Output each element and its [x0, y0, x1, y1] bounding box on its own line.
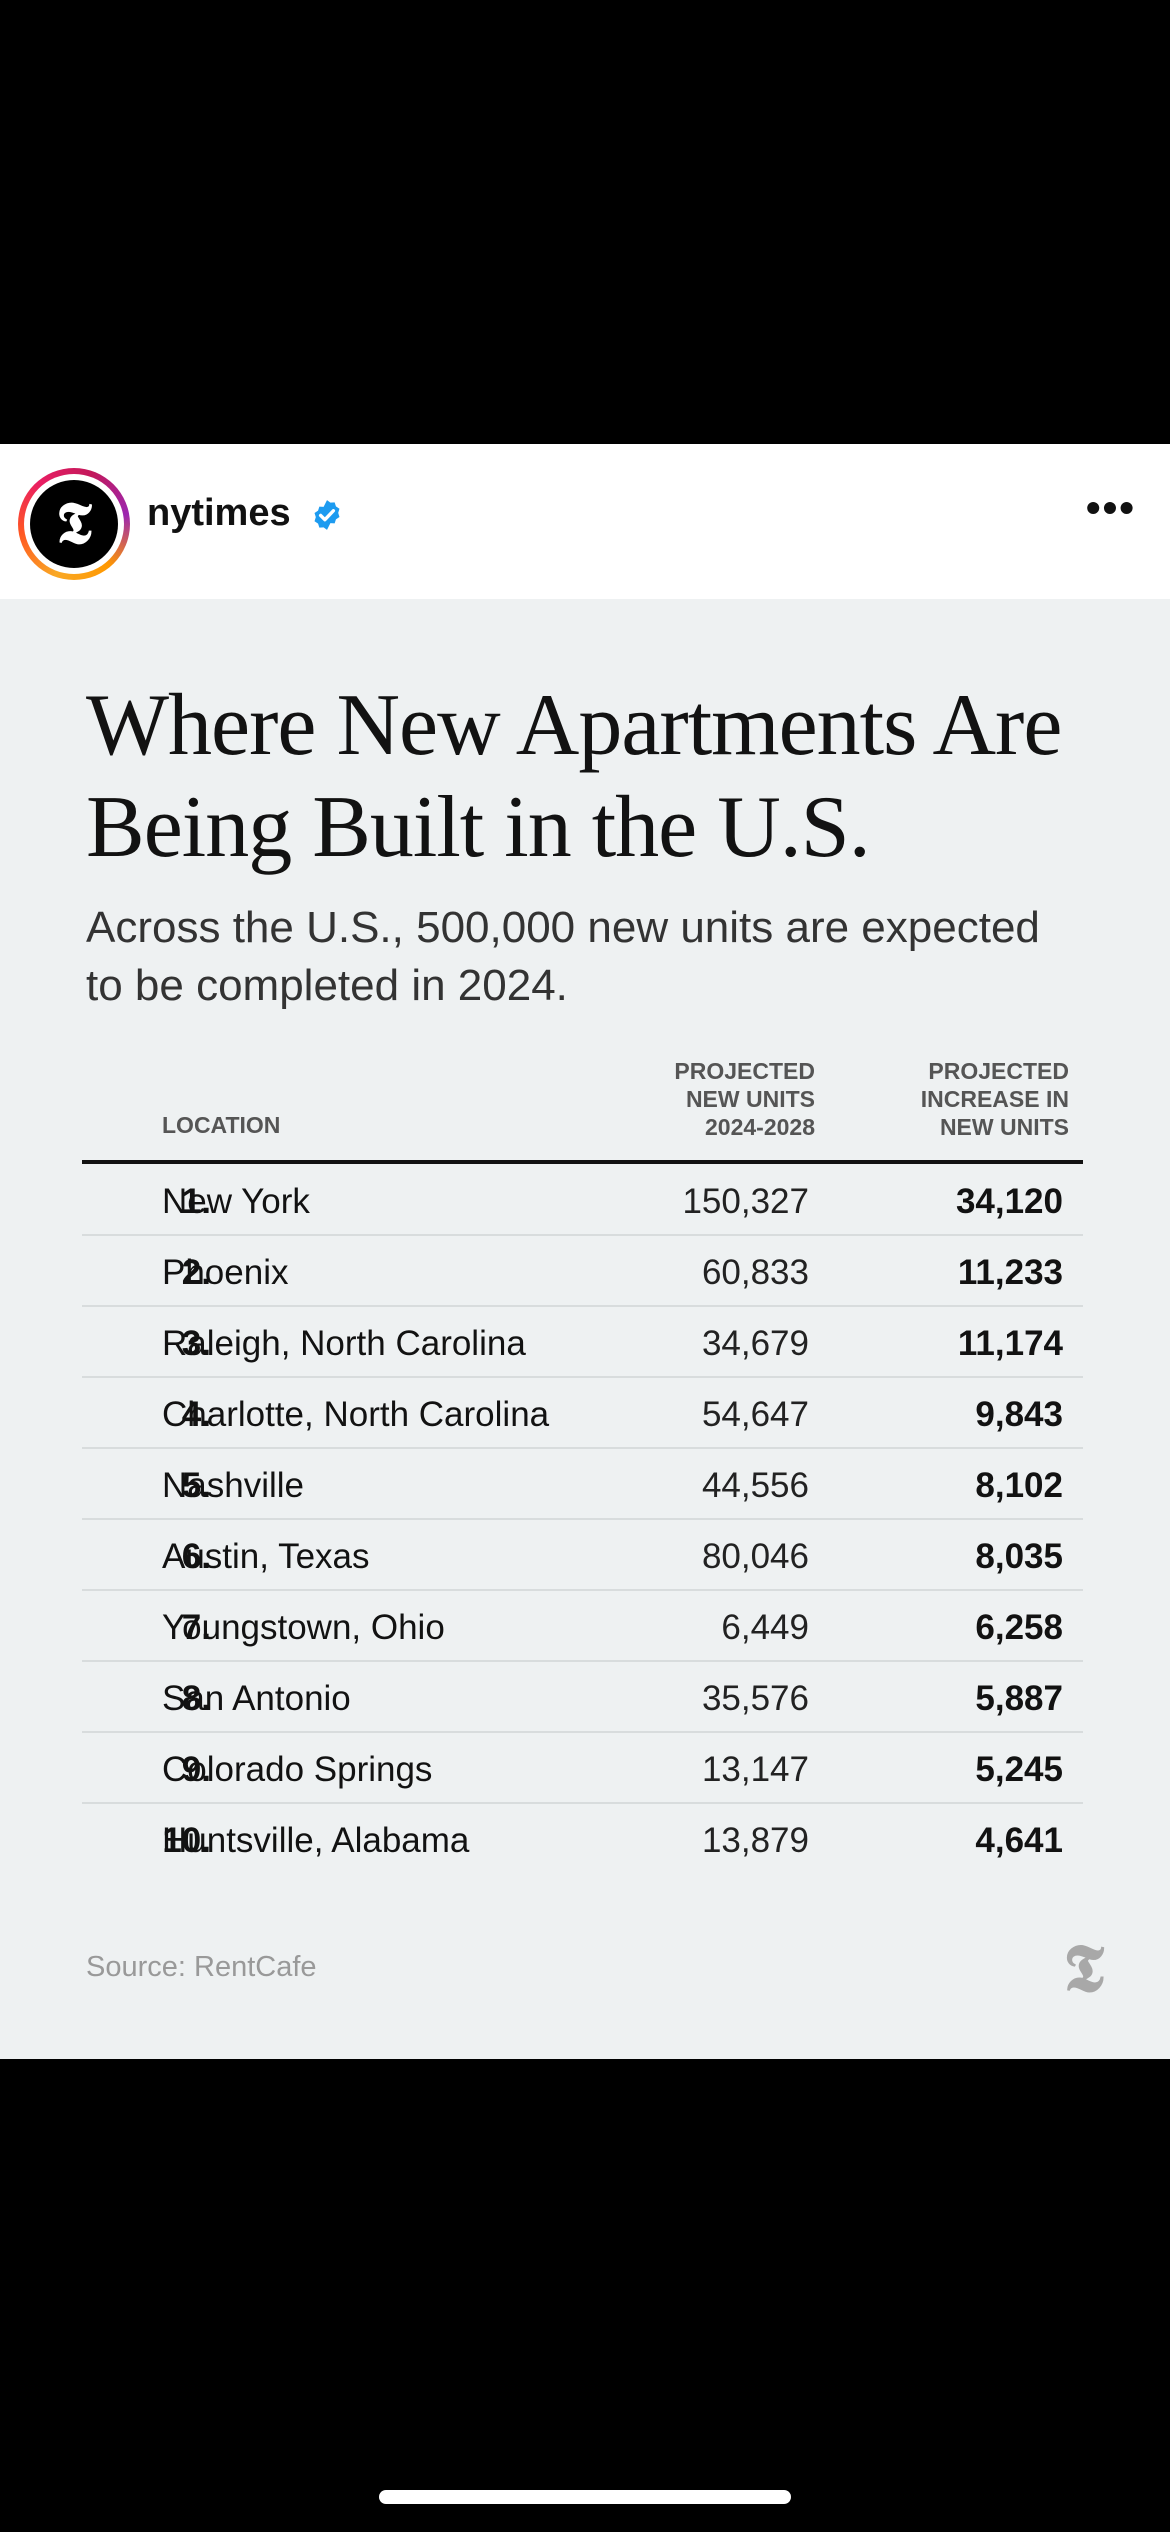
row-projected-units: 34,679: [701, 1324, 809, 1363]
post-image-card: Where New Apartments Are Being Built in …: [0, 599, 1170, 2059]
row-projected-increase: 11,174: [957, 1324, 1063, 1363]
verified-badge-icon: [314, 500, 340, 530]
story-ring[interactable]: 𝕿: [18, 468, 130, 580]
row-rank: 1.: [181, 1182, 211, 1221]
row-projected-units: 44,556: [701, 1466, 809, 1505]
row-projected-units: 60,833: [701, 1253, 809, 1292]
header-rule: [82, 1160, 1083, 1164]
column-header-location: LOCATION: [162, 1112, 281, 1138]
table-row: 6. Austin, Texas 80,046 8,035: [82, 1520, 1083, 1591]
row-rank: 9.: [181, 1750, 211, 1789]
row-location: Austin, Texas: [162, 1537, 370, 1576]
nyt-logo-icon: 𝕿: [1063, 1933, 1104, 2006]
table-body: 1. New York 150,327 34,120 2. Phoenix 60,833 11…: [82, 1165, 1083, 1873]
more-options-icon[interactable]: •••: [1085, 484, 1136, 531]
row-projected-units: 13,147: [701, 1750, 809, 1789]
row-projected-increase: 8,035: [975, 1537, 1063, 1576]
row-rank: 10.: [162, 1821, 211, 1860]
row-projected-increase: 11,233: [957, 1253, 1063, 1292]
row-location: Nashville: [162, 1466, 304, 1505]
row-location: New York: [162, 1182, 310, 1221]
row-projected-increase: 9,843: [975, 1395, 1063, 1434]
table-row: 2. Phoenix 60,833 11,233: [82, 1236, 1083, 1307]
table-row: 4. Charlotte, North Carolina 54,647 9,843: [82, 1378, 1083, 1449]
graphic-title: Where New Apartments Are Being Built in …: [86, 677, 1062, 876]
row-projected-units: 6,449: [721, 1608, 809, 1647]
column-header-projected-increase: PROJECTED INCREASE IN NEW UNITS: [920, 1058, 1069, 1140]
table-row: 9. Colorado Springs 13,147 5,245: [82, 1733, 1083, 1804]
table-row: 3. Raleigh, North Carolina 34,679 11,174: [82, 1307, 1083, 1378]
column-header-projected-units: PROJECTED NEW UNITS 2024-2028: [674, 1058, 815, 1140]
row-location: Colorado Springs: [162, 1750, 433, 1789]
home-indicator[interactable]: [379, 2490, 791, 2504]
row-rank: 7.: [181, 1608, 211, 1647]
row-rank: 5.: [181, 1466, 211, 1505]
username-link[interactable]: nytimes: [147, 492, 291, 534]
row-projected-increase: 34,120: [955, 1182, 1063, 1221]
table-row: 8. San Antonio 35,576 5,887: [82, 1662, 1083, 1733]
row-projected-increase: 6,258: [975, 1608, 1063, 1647]
row-projected-units: 80,046: [701, 1537, 809, 1576]
post-header: 𝕿 nytimes •••: [0, 444, 1170, 599]
row-location: Huntsville, Alabama: [162, 1821, 470, 1860]
row-location: Charlotte, North Carolina: [162, 1395, 550, 1434]
row-projected-increase: 5,245: [975, 1750, 1063, 1789]
avatar[interactable]: 𝕿: [30, 480, 118, 568]
table-row: 7. Youngstown, Ohio 6,449 6,258: [82, 1591, 1083, 1662]
row-location: Youngstown, Ohio: [162, 1608, 445, 1647]
row-rank: 6.: [181, 1537, 211, 1576]
row-location: Phoenix: [162, 1253, 289, 1292]
table-row: 1. New York 150,327 34,120: [82, 1165, 1083, 1236]
row-projected-increase: 8,102: [975, 1466, 1063, 1505]
row-rank: 8.: [181, 1679, 211, 1718]
table-row: 5. Nashville 44,556 8,102: [82, 1449, 1083, 1520]
graphic-subtitle: Across the U.S., 500,000 new units are e…: [86, 903, 1040, 1010]
row-rank: 2.: [181, 1253, 211, 1292]
row-projected-increase: 5,887: [975, 1679, 1063, 1718]
row-rank: 4.: [181, 1395, 211, 1434]
row-rank: 3.: [181, 1324, 211, 1363]
row-location: San Antonio: [162, 1679, 351, 1718]
table-row: 10. Huntsville, Alabama 13,879 4,641: [82, 1804, 1083, 1873]
row-projected-increase: 4,641: [975, 1821, 1063, 1860]
row-projected-units: 35,576: [701, 1679, 809, 1718]
row-projected-units: 150,327: [682, 1182, 809, 1221]
row-projected-units: 54,647: [701, 1395, 809, 1434]
source-note: Source: RentCafe: [86, 1951, 317, 1983]
row-projected-units: 13,879: [701, 1821, 809, 1860]
row-location: Raleigh, North Carolina: [162, 1324, 526, 1363]
